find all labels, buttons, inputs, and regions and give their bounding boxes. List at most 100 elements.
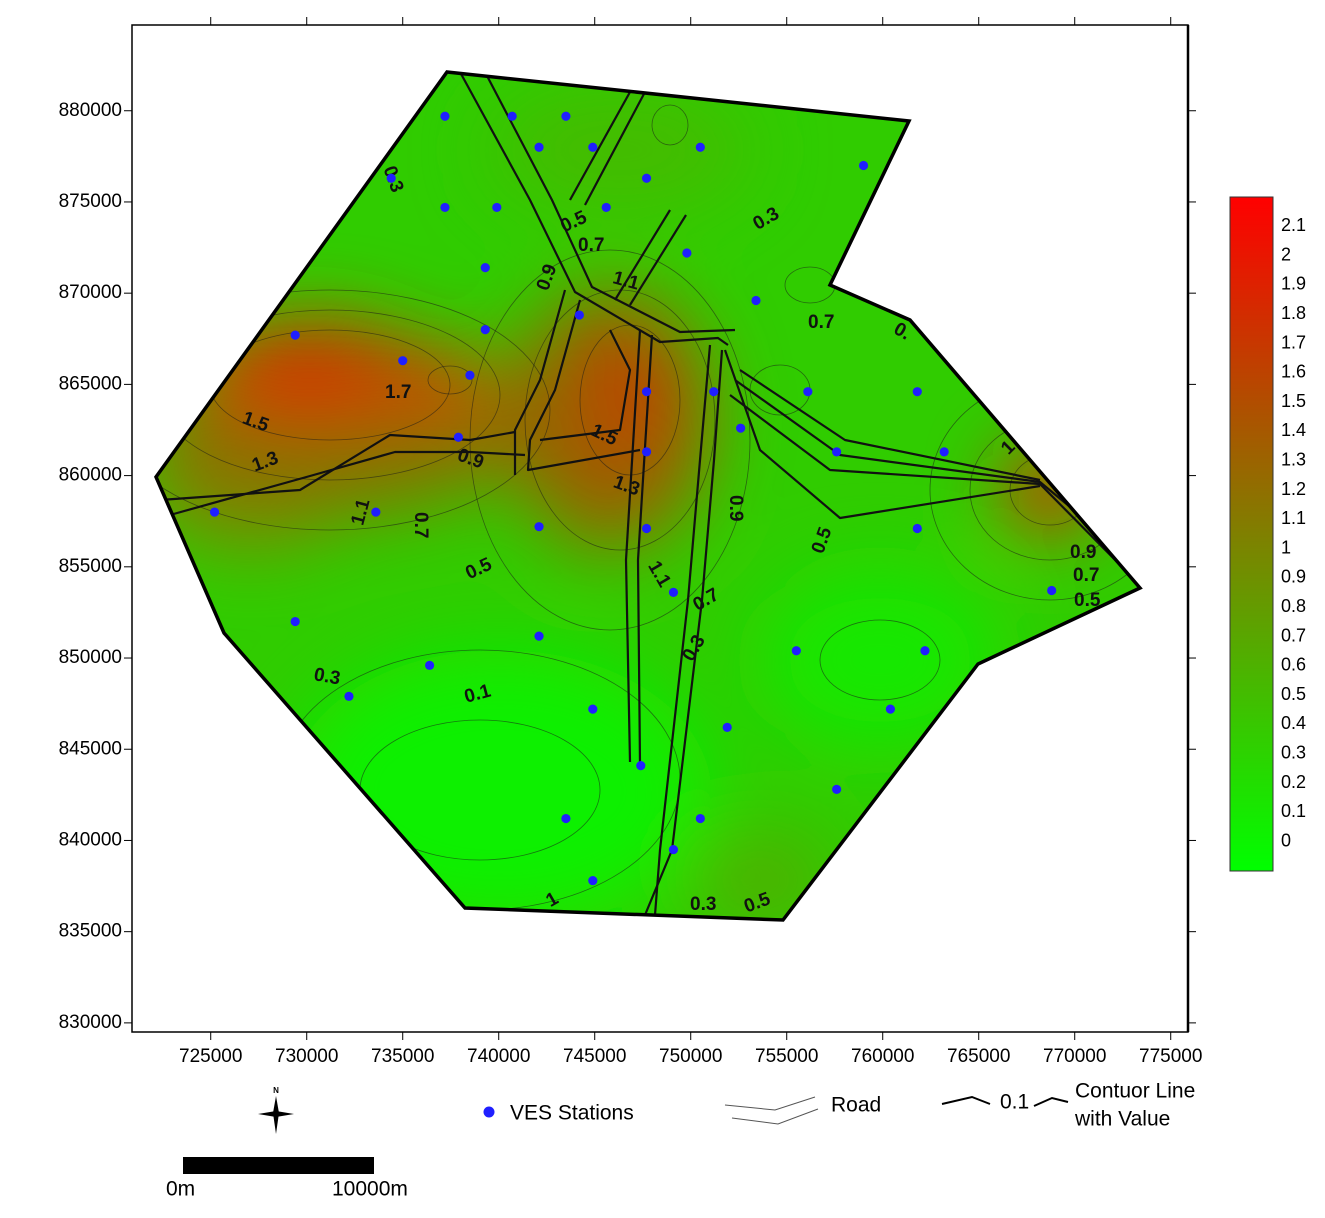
y-tick-label: 840000 xyxy=(59,829,122,850)
contour-symbol xyxy=(1033,1096,1069,1107)
ves-station xyxy=(682,248,692,258)
scale-bar-rect xyxy=(183,1157,374,1174)
ves-station xyxy=(920,646,930,656)
ves-station xyxy=(858,160,869,171)
scale-bar: 0m 10000m xyxy=(166,1157,408,1201)
colorbar-label: 0.8 xyxy=(1281,596,1306,616)
colorbar-label: 1.7 xyxy=(1281,332,1306,352)
colorbar-label: 2.1 xyxy=(1281,215,1306,235)
y-tick-label: 845000 xyxy=(59,738,122,759)
contour-label: 0.9 xyxy=(1070,542,1096,563)
ves-station xyxy=(668,844,679,855)
colorbar-label: 0.1 xyxy=(1281,801,1306,821)
north-label: N xyxy=(273,1086,279,1095)
x-tick-label: 765000 xyxy=(947,1046,1010,1067)
ves-station xyxy=(453,432,463,442)
ves-station xyxy=(440,111,450,121)
legend-label: Contuor Line xyxy=(1075,1080,1195,1103)
contour-label: 0.7 xyxy=(808,312,834,333)
ves-station xyxy=(507,111,517,121)
north-arrow: N xyxy=(258,1086,294,1134)
x-tick-label: 775000 xyxy=(1139,1046,1202,1067)
surface-field xyxy=(156,90,1095,920)
legend: VES Stations Road 0.1 Contuor Line with … xyxy=(483,1080,1195,1131)
colorbar-label: 1.1 xyxy=(1281,508,1306,528)
ves-station xyxy=(641,387,652,397)
ves-station xyxy=(641,447,652,457)
ves-station xyxy=(736,423,746,433)
ves-station xyxy=(709,387,719,397)
ves-station xyxy=(480,263,490,273)
ves-station xyxy=(588,875,598,886)
ves-station xyxy=(722,722,732,732)
x-tick-label: 735000 xyxy=(371,1046,434,1067)
ves-station xyxy=(912,523,922,534)
road-symbol xyxy=(731,1108,819,1125)
colorbar-label: 0.4 xyxy=(1281,713,1306,733)
y-tick-label: 875000 xyxy=(59,191,122,212)
x-tick-label: 745000 xyxy=(563,1046,626,1067)
ves-station xyxy=(574,310,584,320)
colorbar-label: 1.6 xyxy=(1281,362,1306,382)
ves-station xyxy=(668,587,679,597)
ves-stations xyxy=(209,111,1057,886)
colorbar-label: 0.5 xyxy=(1281,684,1306,704)
ves-station xyxy=(209,507,220,517)
ves-station xyxy=(534,142,544,152)
colorbar-label: 2 xyxy=(1281,244,1291,264)
legend-label: 0.1 xyxy=(1000,1091,1029,1114)
contour-label: 0.9 xyxy=(725,495,746,521)
survey-boundary xyxy=(153,70,1143,922)
ves-station xyxy=(588,704,598,714)
legend-label: Road xyxy=(831,1094,881,1117)
ves-station xyxy=(939,447,949,457)
y-tick-label: 865000 xyxy=(59,373,122,394)
contour-label: 0.5 xyxy=(1074,590,1101,611)
contour-label: 0.3 xyxy=(690,894,716,915)
colorbar-label: 1.3 xyxy=(1281,449,1306,469)
ves-station xyxy=(425,660,435,670)
y-tick-label: 830000 xyxy=(59,1012,122,1033)
x-tick-label: 750000 xyxy=(659,1046,722,1067)
ves-station xyxy=(290,616,300,627)
colorbar-label: 0.6 xyxy=(1281,655,1306,675)
x-tick-label: 725000 xyxy=(179,1046,242,1067)
scale-label: 0m xyxy=(166,1178,195,1201)
ves-station xyxy=(492,202,502,213)
y-tick-label: 870000 xyxy=(59,282,122,303)
road-symbol xyxy=(724,1096,816,1111)
ves-station xyxy=(695,813,705,824)
colorbar-label: 0.3 xyxy=(1281,743,1306,763)
ves-station xyxy=(601,202,611,213)
ves-station xyxy=(588,142,598,152)
ves-station xyxy=(636,761,646,771)
y-tick-label: 880000 xyxy=(59,100,122,121)
colorbar-label: 1.9 xyxy=(1281,274,1306,294)
colorbar-label: 0.7 xyxy=(1281,625,1306,645)
contour-symbol xyxy=(941,1095,991,1105)
roads xyxy=(159,72,1140,916)
contour-label: 0.7 xyxy=(578,235,604,256)
contour-label: 0.7 xyxy=(1073,565,1099,586)
y-tick-label: 860000 xyxy=(59,465,122,486)
colorbar-label: 1 xyxy=(1281,537,1291,557)
ves-station xyxy=(290,330,300,340)
x-tick-label: 760000 xyxy=(851,1046,914,1067)
ves-station xyxy=(480,325,490,335)
ves-station xyxy=(371,507,381,517)
y-tick-label: 835000 xyxy=(59,921,122,942)
ves-station xyxy=(641,523,652,534)
ves-station xyxy=(832,784,842,794)
colorbar-label: 1.4 xyxy=(1281,420,1306,440)
x-tick-label: 755000 xyxy=(755,1046,818,1067)
ves-station xyxy=(912,387,922,397)
contour-label: 0.7 xyxy=(410,512,431,538)
y-tick-label: 855000 xyxy=(59,556,122,577)
ves-station xyxy=(803,387,813,397)
ves-station xyxy=(561,111,571,121)
north-needle xyxy=(258,1111,294,1117)
colorbar-label: 1.2 xyxy=(1281,479,1306,499)
y-tick-label: 850000 xyxy=(59,647,122,668)
ves-station xyxy=(695,142,705,152)
